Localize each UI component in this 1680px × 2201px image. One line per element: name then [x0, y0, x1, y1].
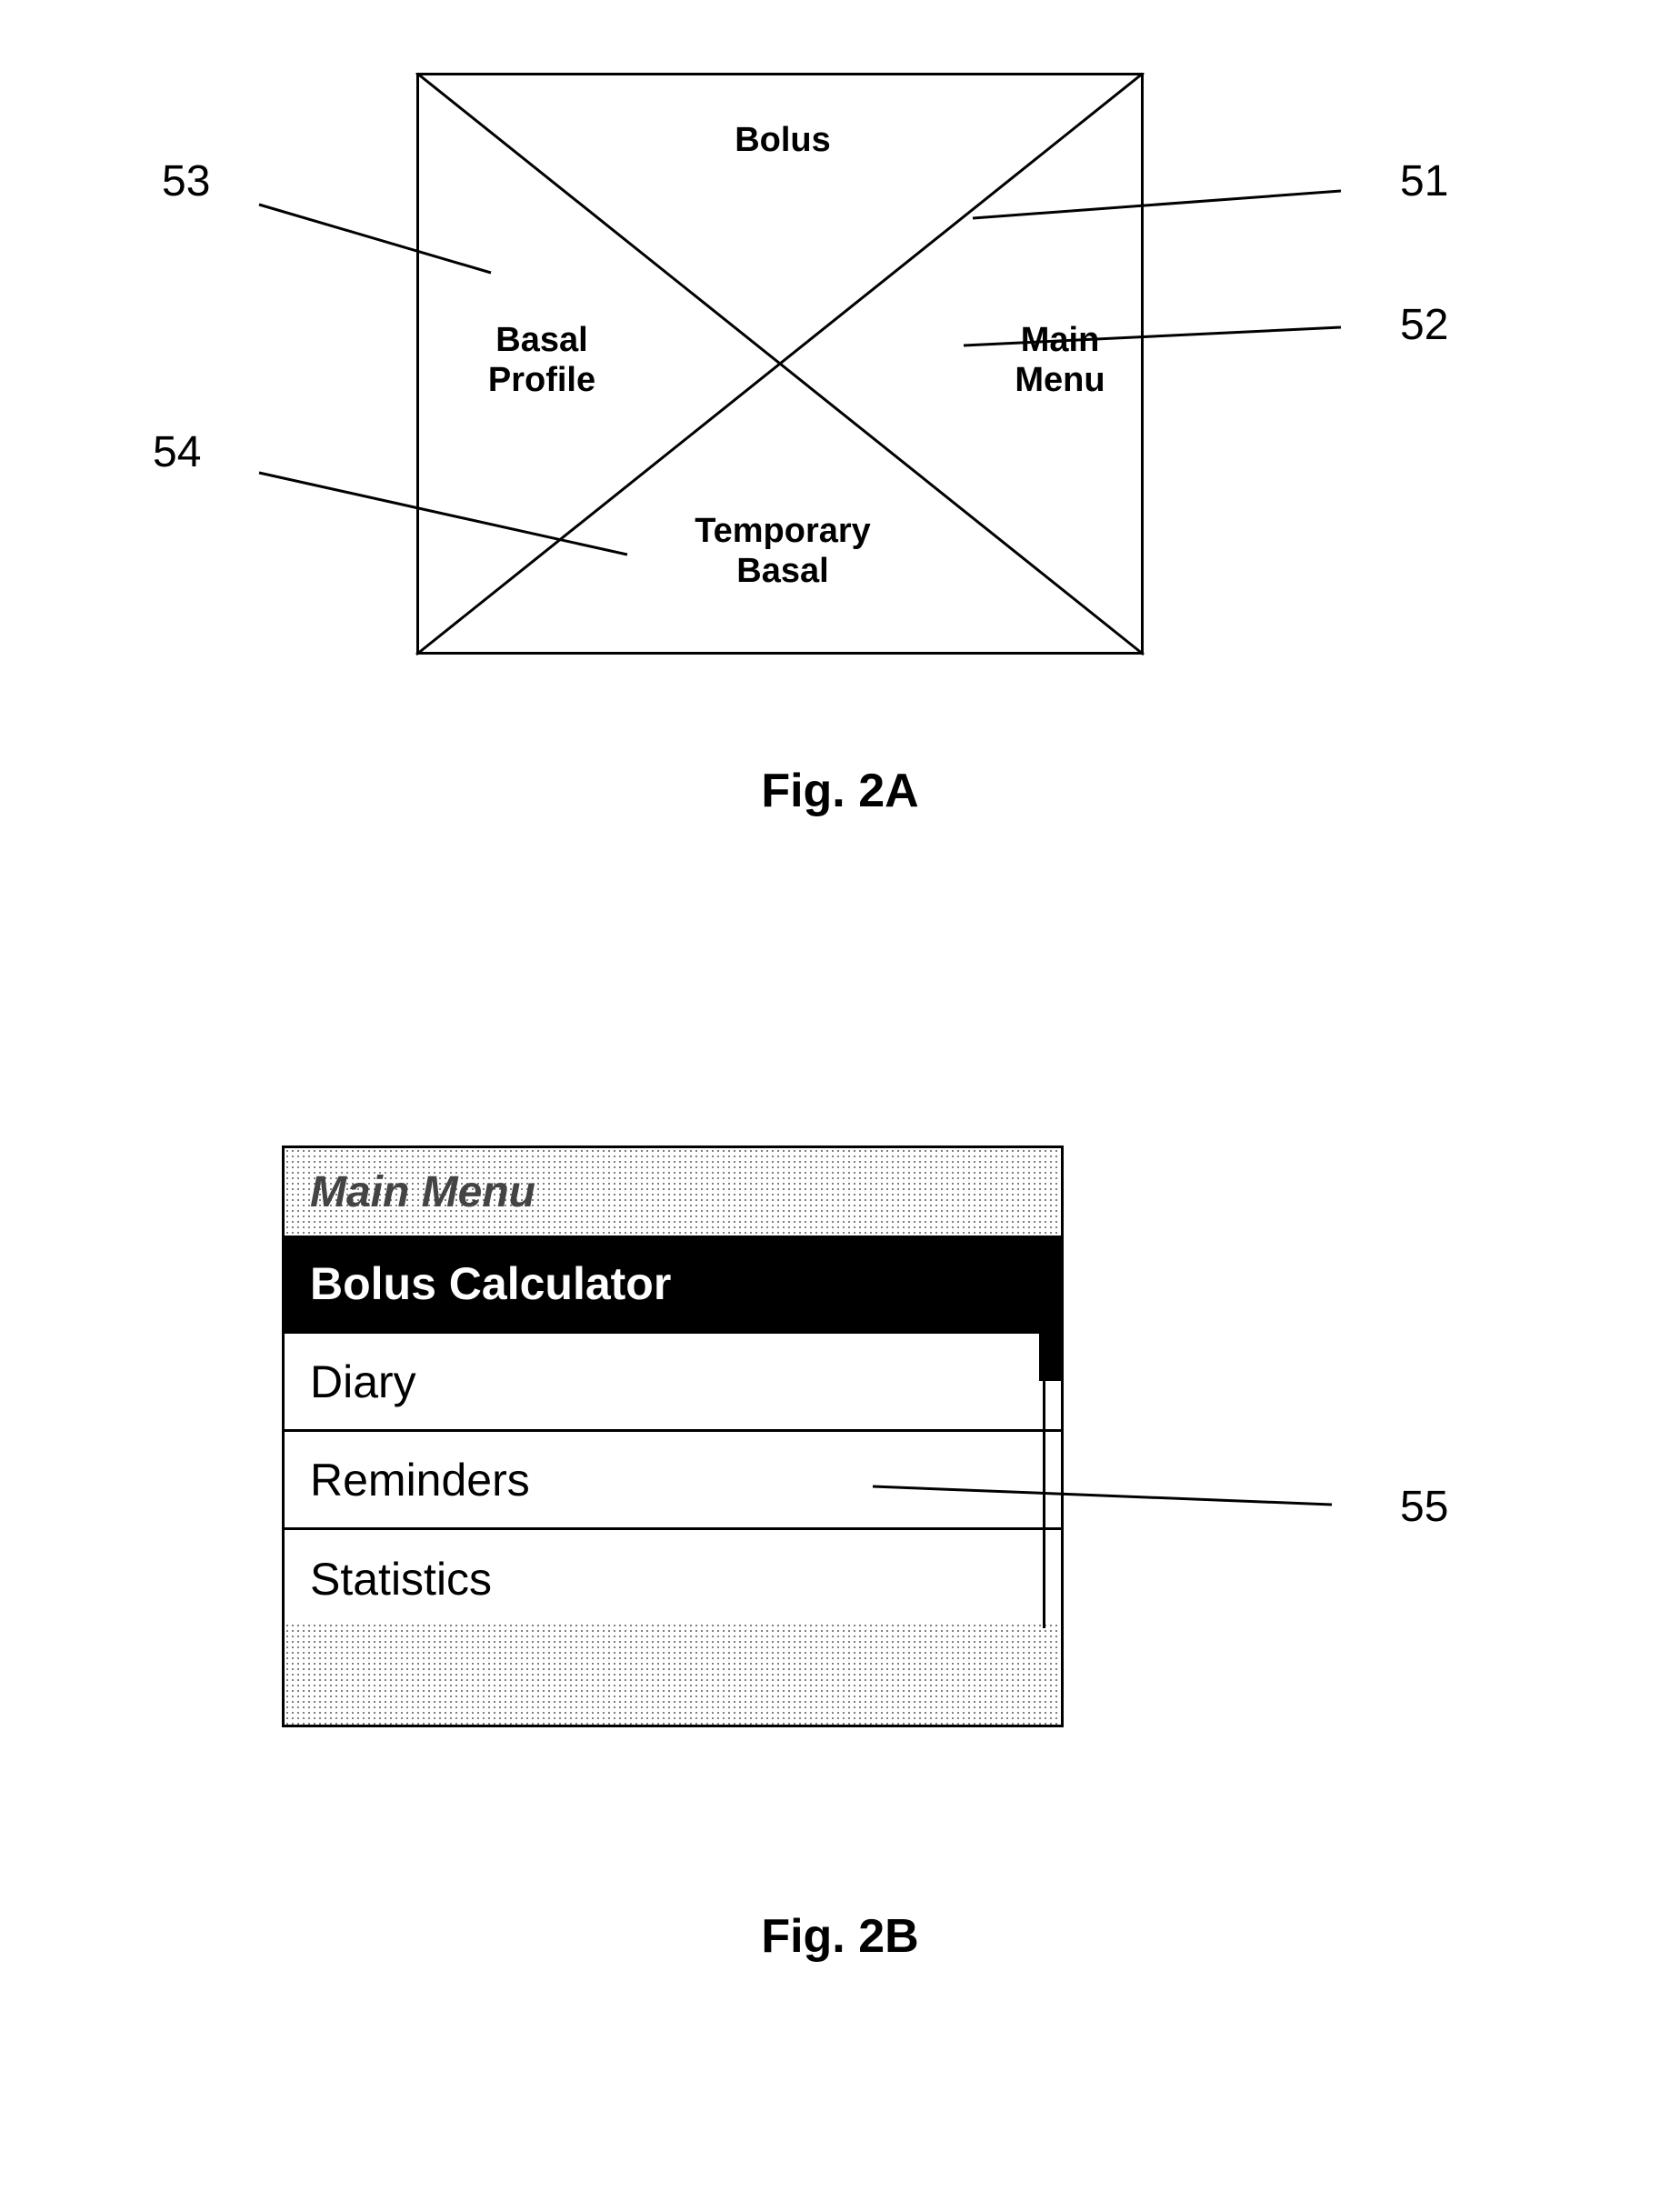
fig2a-box: Bolus MainMenu BasalProfile TemporaryBas…: [416, 73, 1144, 655]
quad-bottom-label: TemporaryBasal: [674, 512, 892, 591]
ref-52: 52: [1400, 300, 1448, 350]
lead-line-55: [873, 1486, 1332, 1505]
ref-54: 54: [153, 427, 201, 477]
ref-51: 51: [1400, 156, 1448, 206]
ref-53: 53: [162, 156, 210, 206]
fig2b-svg: [0, 1146, 1680, 1782]
quad-left-label: BasalProfile: [469, 321, 615, 400]
ref-55: 55: [1400, 1482, 1448, 1532]
quad-right-label: MainMenu: [996, 321, 1124, 400]
fig2b-caption: Fig. 2B: [0, 1909, 1680, 1964]
quad-top-label: Bolus: [719, 121, 846, 161]
fig2a-caption: Fig. 2A: [0, 764, 1680, 818]
